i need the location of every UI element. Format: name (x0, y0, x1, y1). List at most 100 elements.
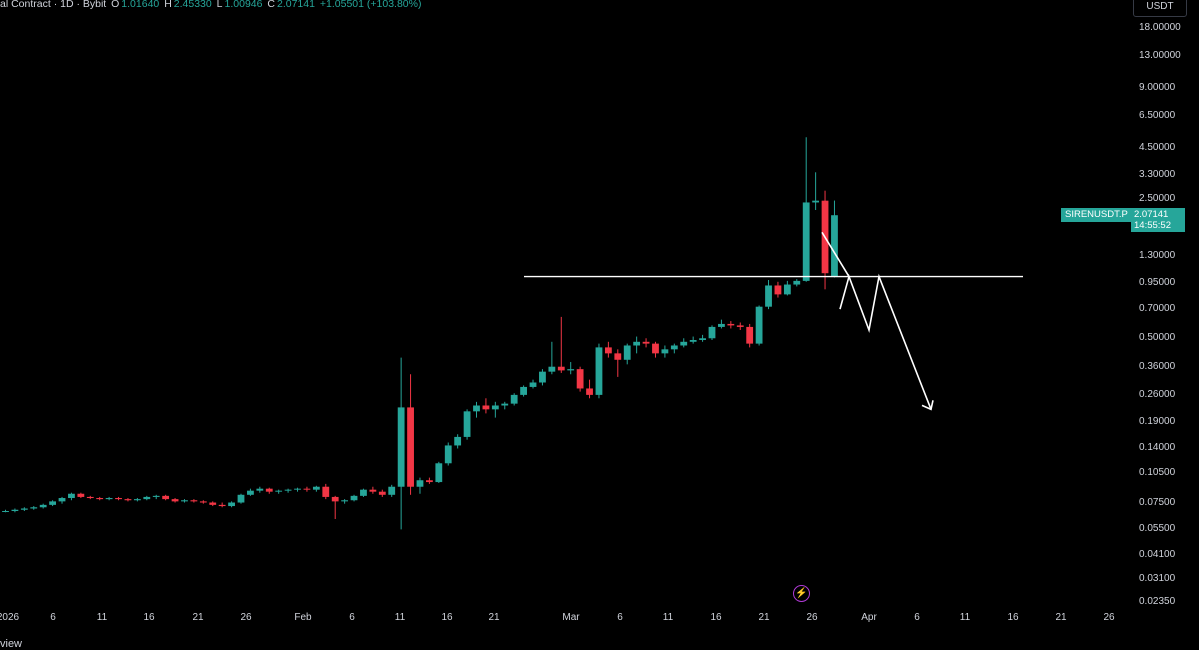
price-tick-label: 0.02350 (1139, 596, 1176, 607)
time-tick-label: 11 (96, 612, 108, 623)
candle-body (228, 502, 235, 507)
candle-body (718, 323, 725, 327)
price-tick-label: 0.50000 (1139, 332, 1176, 344)
candle-body (133, 499, 141, 501)
candle-body (567, 369, 575, 371)
candle-body (218, 504, 226, 507)
candle-body (642, 341, 650, 344)
candle-body (473, 405, 480, 412)
candle-body (407, 407, 414, 487)
time-tick-label: 21 (1055, 612, 1067, 623)
candle-body (426, 480, 433, 483)
price-tick-label: 2.50000 (1139, 192, 1176, 204)
candle-body (633, 341, 641, 346)
price-tick-label: 0.07500 (1139, 496, 1176, 508)
time-tick-label: 11 (662, 612, 674, 623)
ticker-symbol-label: SIRENUSDT.P (1061, 208, 1132, 222)
candle-body (322, 486, 330, 497)
candle-body (20, 508, 28, 510)
open-value: 1.01640 (121, 0, 160, 10)
candle-body (378, 491, 386, 495)
price-tick-label: 18.00000 (1139, 22, 1181, 33)
candle-body (491, 405, 499, 410)
price-tick-label: 0.04100 (1139, 548, 1176, 560)
candle-body (294, 488, 301, 490)
candle-body (86, 496, 94, 499)
candle-body (548, 366, 556, 372)
candle-body (755, 306, 763, 344)
bottom-partial-text: view (0, 638, 23, 650)
candle-body (256, 488, 264, 491)
candle-body (623, 345, 631, 360)
candle-body (199, 501, 207, 503)
time-tick-label: Mar (562, 612, 580, 623)
candle-body (586, 388, 593, 395)
candle-body (115, 498, 122, 500)
candle-body (831, 215, 838, 277)
candle-body (670, 345, 678, 350)
candle-body (510, 394, 518, 404)
candle-body (388, 486, 396, 495)
time-tick-label: 6 (50, 612, 56, 623)
price-tick-label: 0.10500 (1139, 467, 1176, 479)
candle-body (708, 326, 716, 339)
candle-body (539, 371, 546, 383)
time-tick-label: 21 (192, 612, 204, 623)
candle-body (39, 504, 47, 508)
candle-body (143, 496, 151, 500)
last-price-label: 2.07141 14:55:52 (1131, 208, 1185, 232)
price-tick-label: 0.03100 (1139, 573, 1176, 585)
candle-body (727, 323, 735, 326)
candle-body (793, 280, 801, 285)
lightning-icon[interactable]: ⚡ (793, 585, 810, 602)
close-value: 2.07141 (277, 0, 315, 10)
candle-body (812, 200, 820, 203)
candle-body (576, 369, 584, 389)
change-value: +1.05501 (+103.80%) (319, 0, 422, 10)
high-label: H (164, 0, 172, 10)
close-label: C (267, 0, 275, 10)
time-tick-label: 26 (240, 612, 252, 623)
candle-body (604, 347, 612, 354)
candle-body (237, 494, 245, 503)
candle-body (30, 507, 38, 509)
price-tick-label: 0.70000 (1139, 303, 1176, 315)
candle-body (652, 343, 659, 354)
candle-body (397, 407, 405, 487)
symbol-header: al Contract · 1D · Bybit O 1.01640 H 2.453… (0, 0, 423, 12)
open-label: O (111, 0, 120, 10)
candle-body (171, 499, 179, 502)
candle-body (444, 445, 452, 464)
last-price-value: 2.07141 (1134, 209, 1169, 220)
currency-button[interactable]: USDT (1133, 0, 1187, 17)
candle-body (181, 500, 188, 502)
price-tick-label: 0.19000 (1139, 416, 1176, 428)
candle-body (529, 382, 537, 387)
price-tick-label: 9.00000 (1139, 82, 1176, 93)
time-tick-label: Feb (294, 612, 312, 623)
bar-countdown: 14:55:52 (1134, 220, 1171, 231)
candle-body (435, 463, 443, 483)
candle-body (350, 495, 358, 501)
price-tick-label: 4.50000 (1139, 142, 1176, 154)
price-tick-label: 3.30000 (1139, 168, 1176, 180)
high-value: 2.45330 (173, 0, 212, 10)
time-tick-label: 26 (1103, 612, 1115, 623)
candle-body (312, 486, 320, 490)
time-tick-label: 6 (914, 612, 920, 623)
time-tick-label: Apr (861, 612, 877, 623)
candle-body (11, 509, 19, 512)
time-tick-label: 16 (1007, 612, 1019, 623)
candle-body (331, 496, 339, 502)
candle-body (152, 495, 160, 497)
low-label: L (216, 0, 223, 10)
candle-body (209, 502, 217, 505)
candle-body (746, 326, 754, 344)
candle-body (265, 488, 273, 492)
candle-body (341, 500, 349, 502)
time-tick-label: 2026 (0, 612, 20, 623)
candle-body (774, 285, 782, 295)
low-value: 1.00946 (224, 0, 263, 10)
